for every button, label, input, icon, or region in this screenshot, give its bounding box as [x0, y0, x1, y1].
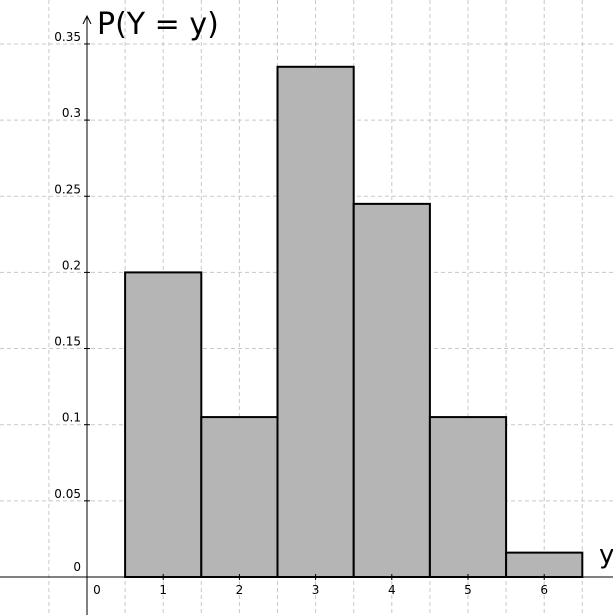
- x-tick-label: 4: [388, 583, 396, 597]
- y-tick-label: 0.2: [62, 258, 81, 272]
- bar-y-3: [276, 65, 355, 578]
- y-tick-label: 0: [73, 560, 81, 574]
- y-tick-label: 0.35: [54, 30, 81, 44]
- bar-y-2: [200, 416, 279, 578]
- y-tick-label: 0.25: [54, 182, 81, 196]
- bar-y-5: [428, 416, 508, 578]
- bar-y-1: [124, 271, 203, 578]
- y-axis-arrow-icon: [82, 14, 92, 25]
- x-tick-label: 5: [464, 583, 472, 597]
- tick-labels: 0 0.05 0.1 0.15 0.2 0.25 0.3 0.35 0 1 2 3 4 5 6: [54, 30, 548, 597]
- x-tick-label: 2: [236, 583, 244, 597]
- bar-y-6: [505, 551, 584, 579]
- bar-y-4: [352, 202, 431, 579]
- x-tick-label: 6: [540, 583, 548, 597]
- y-tick-label: 0.3: [62, 106, 81, 120]
- y-tick-label: 0.05: [54, 487, 81, 501]
- y-tick-label: 0.1: [62, 411, 81, 425]
- y-axis-title: P(Y = y): [97, 7, 219, 42]
- y-tick-label: 0.15: [54, 335, 81, 349]
- x-tick-label: 3: [312, 583, 320, 597]
- axes: [0, 14, 613, 615]
- x-axis-title: y: [599, 540, 613, 570]
- x-tick-label: 0: [93, 583, 101, 597]
- x-tick-label: 1: [159, 583, 167, 597]
- bars: [124, 65, 584, 579]
